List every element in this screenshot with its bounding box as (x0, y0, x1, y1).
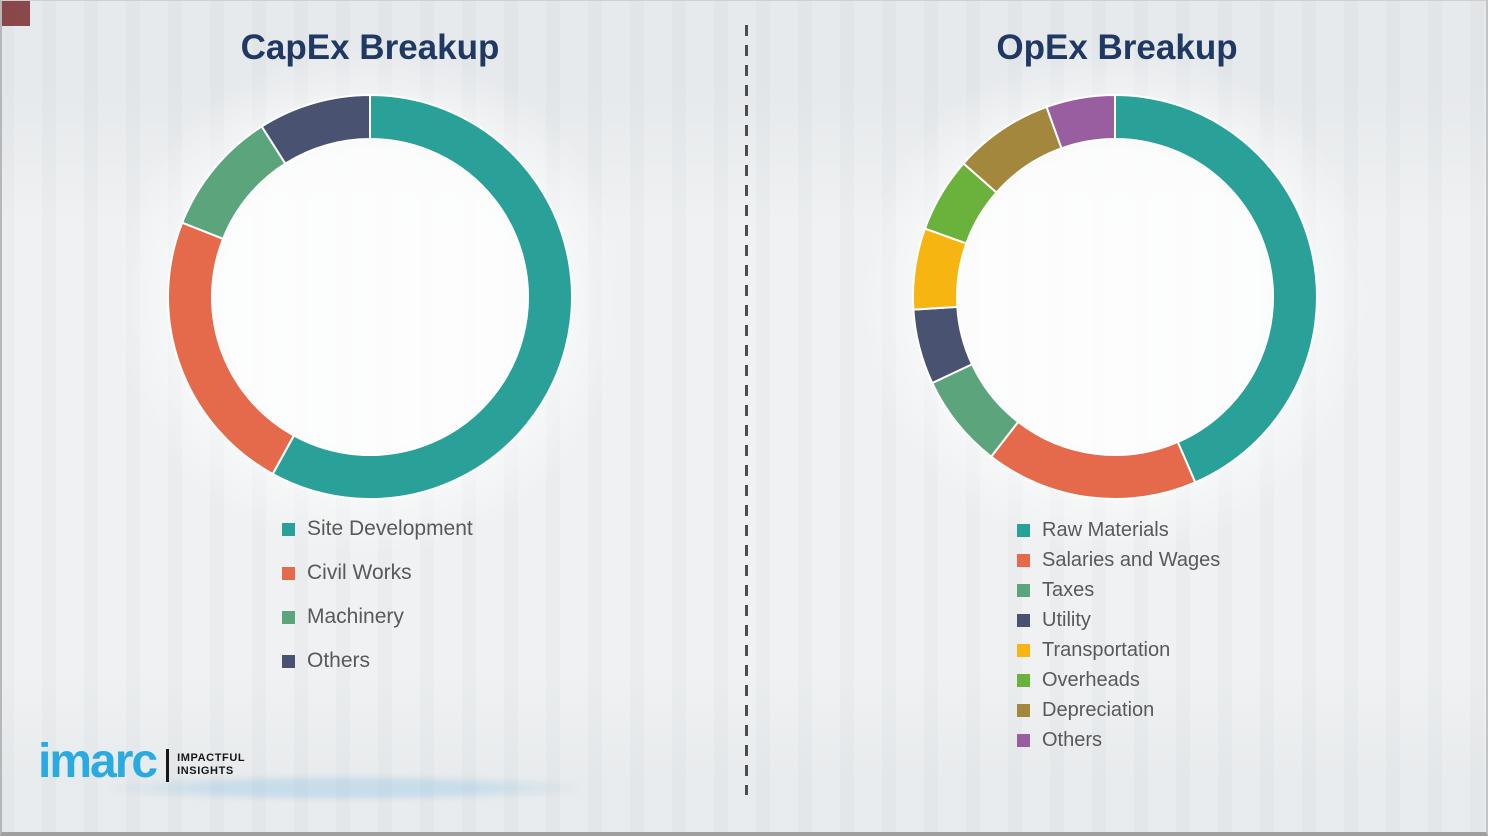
legend-label: Taxes (1042, 578, 1095, 601)
legend-swatch-raw-materials (1017, 523, 1030, 537)
opex-legend: Raw Materials Salaries and Wages Taxes Util… (1017, 515, 1220, 755)
legend-item-civil-works: Civil Works (282, 551, 473, 595)
opex-chart-title: OpEx Breakup (996, 28, 1238, 67)
legend-swatch-taxes (1017, 583, 1030, 597)
donut-segment-others (260, 94, 371, 165)
legend-swatch-utility (1017, 613, 1030, 627)
legend-label: Site Development (307, 517, 473, 540)
legend-item-transportation: Transportation (1017, 635, 1220, 665)
capex-chart-title: CapEx Breakup (240, 28, 500, 67)
donut-segment-others (1045, 94, 1116, 150)
legend-item-depreciation: Depreciation (1017, 695, 1220, 725)
opex-donut-chart (912, 94, 1319, 500)
legend-label: Utility (1042, 608, 1091, 631)
legend-swatch-salaries-and-wages (1017, 553, 1030, 567)
imarc-logo: imarc IMPACTFUL INSIGHTS (38, 738, 245, 786)
background-photo-fragment (0, 0, 30, 26)
legend-item-raw-materials: Raw Materials (1017, 515, 1220, 545)
legend-item-others: Others (1017, 725, 1220, 755)
legend-item-machinery: Machinery (282, 595, 473, 639)
legend-label: Transportation (1042, 638, 1171, 661)
legend-swatch-transportation (1017, 643, 1030, 657)
donut-segment-salaries-and-wages (990, 420, 1197, 500)
legend-label: Depreciation (1042, 698, 1155, 721)
legend-label: Machinery (307, 605, 404, 628)
legend-item-taxes: Taxes (1017, 575, 1220, 605)
legend-swatch-others (1017, 733, 1030, 747)
legend-swatch-depreciation (1017, 703, 1030, 717)
legend-swatch-others (282, 654, 295, 668)
donut-segment-site-development (271, 94, 574, 500)
legend-label: Raw Materials (1042, 518, 1169, 541)
legend-label: Overheads (1042, 668, 1140, 691)
legend-item-utility: Utility (1017, 605, 1220, 635)
donut-segment-machinery (181, 125, 287, 240)
legend-swatch-civil-works (282, 566, 295, 580)
donut-segment-raw-materials (1114, 94, 1319, 484)
capex-legend: Site Development Civil Works Machinery Othe… (282, 507, 473, 683)
legend-item-salaries-and-wages: Salaries and Wages (1017, 545, 1220, 575)
imarc-logo-tagline: IMPACTFUL INSIGHTS (177, 752, 245, 778)
legend-item-overheads: Overheads (1017, 665, 1220, 695)
legend-label: Others (307, 649, 371, 672)
donut-segment-civil-works (167, 221, 295, 476)
legend-swatch-machinery (282, 610, 295, 624)
legend-swatch-overheads (1017, 673, 1030, 687)
imarc-logo-text: imarc (38, 735, 158, 788)
imarc-tagline-line1: IMPACTFUL (177, 752, 246, 764)
capex-donut-chart (167, 94, 574, 500)
imarc-tagline-line2: INSIGHTS (177, 765, 234, 777)
legend-label: Others (1042, 728, 1103, 751)
legend-item-others: Others (282, 639, 473, 683)
legend-item-site-development: Site Development (282, 507, 473, 551)
legend-label: Salaries and Wages (1042, 548, 1221, 571)
imarc-logo-divider-bar (166, 748, 170, 782)
legend-swatch-site-development (282, 522, 295, 536)
legend-label: Civil Works (307, 561, 412, 584)
vertical-dashed-divider (745, 25, 748, 795)
